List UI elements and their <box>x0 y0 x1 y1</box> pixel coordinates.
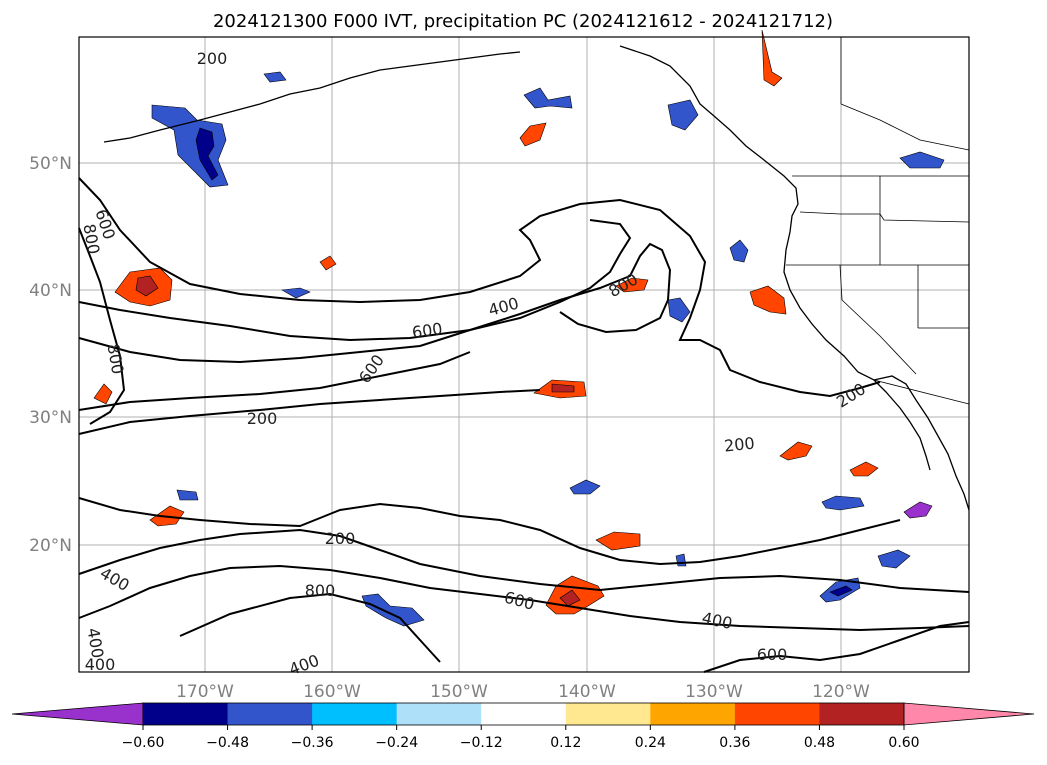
graticule <box>79 37 969 672</box>
pos-anomaly-region <box>519 122 547 147</box>
colorbar-segment <box>396 703 482 725</box>
neg-anomaly-region <box>176 489 199 501</box>
colorbar-tick-label: −0.60 <box>122 735 165 751</box>
lat-label: 30°N <box>29 408 72 428</box>
map-panel: 200 600 800 800 400 600 800 600 200 200 … <box>78 29 970 679</box>
colorbar-tick-label: −0.24 <box>375 735 418 751</box>
contour-label: 600 <box>757 645 788 664</box>
neg-anomaly-region <box>361 593 425 627</box>
neg-anomaly-region <box>899 151 945 169</box>
neg-anomaly-region <box>281 287 311 299</box>
pos-anomaly-region <box>615 277 649 293</box>
neg-anomaly-core <box>195 127 219 181</box>
colorbar-segment <box>481 703 567 725</box>
neg-anomaly-region <box>675 553 687 567</box>
neg-anomaly-region <box>569 479 601 495</box>
contour-label: 800 <box>305 581 336 600</box>
neg-anomaly-region <box>263 71 287 83</box>
contour-label: 200 <box>197 49 228 68</box>
pos-anomaly-region <box>749 285 787 315</box>
colorbar-segment <box>565 703 651 725</box>
pos-anomaly-region <box>93 383 113 405</box>
ivt-contour-subtropic-200 <box>78 497 901 566</box>
ivt-contour-subtropic-400 <box>78 564 970 632</box>
baja-coast <box>873 379 931 471</box>
contour-label: 400 <box>85 655 116 674</box>
neg-anomaly-core <box>829 585 853 597</box>
figure-title: 2024121300 F000 IVT, precipitation PC (2… <box>213 11 833 32</box>
lat-label: 50°N <box>29 154 72 174</box>
coastlines <box>103 45 970 511</box>
colorbar-tick-label: −0.12 <box>460 735 503 751</box>
neg-anomaly-region <box>523 87 573 109</box>
alaska-coast <box>103 51 521 143</box>
contour-label: 200 <box>247 409 278 428</box>
ivt-contour-600 <box>78 219 632 342</box>
lat-label: 20°N <box>29 536 72 556</box>
colorbar: −0.60 −0.48 −0.36 −0.24 −0.12 0.12 0.24 0.36 0.4… <box>11 702 1035 751</box>
neg-anomaly-region <box>729 239 749 263</box>
ivt-contour-200-south <box>78 389 541 435</box>
pos-anomaly-core <box>559 589 581 607</box>
pos-anomaly-core <box>551 383 575 393</box>
colorbar-segment <box>227 703 313 725</box>
neg-anomaly-region <box>877 549 911 569</box>
colorbar-extend-high <box>903 702 1035 726</box>
map-frame <box>78 36 970 673</box>
colorbar-tick-label: 0.60 <box>888 735 919 751</box>
contour-label: 600 <box>411 319 444 342</box>
ivt-contour-800 <box>78 227 126 425</box>
pos-anomaly-core <box>135 275 159 297</box>
lat-label: 40°N <box>29 281 72 301</box>
ivt-contours <box>78 177 970 673</box>
neg-anomaly-region <box>667 297 691 323</box>
neg-anomaly-region <box>667 99 699 131</box>
lon-label: 170°W <box>176 682 234 702</box>
pos-anomaly-region <box>319 255 337 271</box>
neg-anomaly-core <box>903 501 933 519</box>
lon-label: 130°W <box>685 682 743 702</box>
ivt-contour-200-north <box>78 177 881 398</box>
pos-anomaly-region <box>779 441 813 461</box>
colorbar-tick-label: 0.24 <box>635 735 666 751</box>
ivt-contour-subtropic-600 <box>78 528 970 593</box>
lon-label: 150°W <box>430 682 488 702</box>
ivt-contour-800-south <box>179 592 441 663</box>
contour-label: 200 <box>325 529 356 548</box>
colorbar-segment <box>819 703 905 725</box>
colorbar-segment <box>143 703 229 725</box>
pos-anomaly-region <box>761 29 783 87</box>
longitude-labels: 170°W 160°W 150°W 140°W 130°W 120°W <box>176 682 870 702</box>
colorbar-tick-label: 0.48 <box>804 735 835 751</box>
pos-anomaly-region <box>849 461 879 477</box>
contour-label: 200 <box>723 433 755 455</box>
political-borders <box>786 37 970 405</box>
colorbar-segment <box>650 703 736 725</box>
neg-anomaly-region <box>821 495 865 511</box>
ivt-contour-600-east <box>703 621 970 673</box>
lon-label: 160°W <box>303 682 361 702</box>
colorbar-tick-label: 0.36 <box>719 735 750 751</box>
colorbar-tick-label: 0.12 <box>550 735 581 751</box>
colorbar-frame <box>142 702 905 726</box>
lon-label: 120°W <box>812 682 870 702</box>
ivt-contour-400 <box>78 242 672 364</box>
canada-coast <box>619 45 970 511</box>
colorbar-segment <box>312 703 398 725</box>
colorbar-extend-low <box>11 702 144 726</box>
colorbar-tick-label: −0.36 <box>291 735 334 751</box>
ivt-contour-south-200 <box>78 351 471 411</box>
colorbar-tick-label: −0.48 <box>206 735 249 751</box>
latitude-labels: 50°N 40°N 30°N 20°N <box>29 154 72 556</box>
colorbar-segment <box>734 703 820 725</box>
lon-label: 140°W <box>558 682 616 702</box>
pos-anomaly-region <box>595 531 641 551</box>
